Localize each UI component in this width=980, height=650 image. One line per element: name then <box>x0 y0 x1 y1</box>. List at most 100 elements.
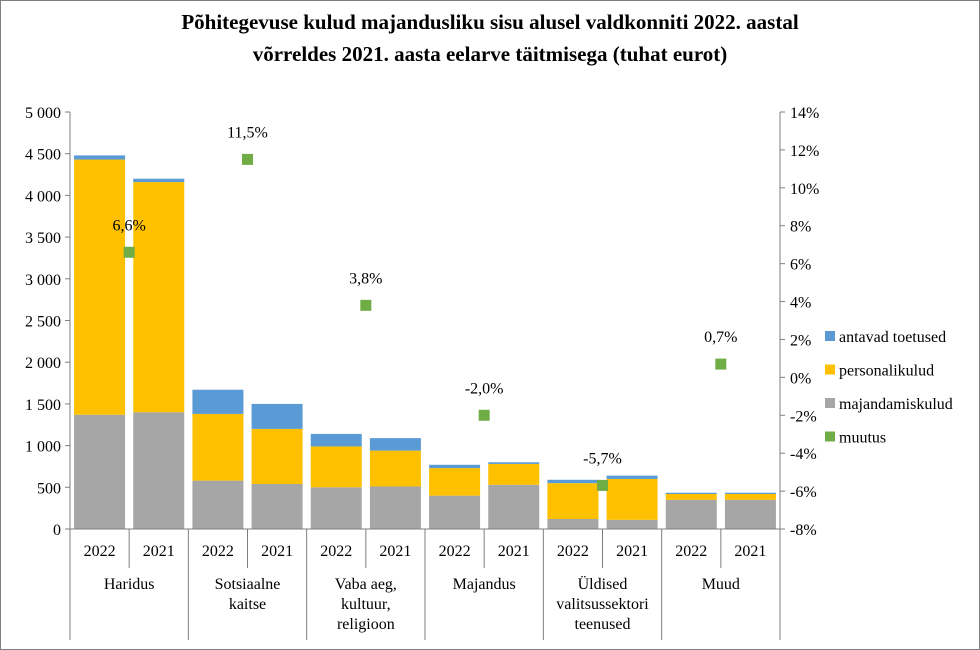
y-right-tick-label: 10% <box>790 181 819 198</box>
change-marker <box>123 246 135 258</box>
x-category-label: valitsussektori <box>556 596 649 613</box>
bar-majandamiskulud <box>369 486 421 529</box>
y-left-tick-label: 2 500 <box>25 314 61 331</box>
legend-label: personalikulud <box>839 363 934 380</box>
y-left-tick-label: 0 <box>53 522 61 539</box>
y-left-tick-label: 3 000 <box>25 272 61 289</box>
bar-majandamiskulud <box>133 412 185 529</box>
chart-title-line-2: võrreldes 2021. aasta eelarve täitmisega… <box>252 42 728 66</box>
y-left-tick-label: 3 500 <box>25 230 61 247</box>
bar-majandamiskulud <box>606 519 658 529</box>
bar-majandamiskulud <box>310 487 362 529</box>
bar-majandamiskulud <box>192 480 244 529</box>
y-right-tick-label: -8% <box>790 522 817 539</box>
y-left-tick-label: 1 000 <box>25 439 61 456</box>
x-year-label: 2022 <box>84 543 116 560</box>
bar-majandamiskulud <box>251 483 303 529</box>
change-data-label: 11,5% <box>227 124 268 141</box>
legend-swatch <box>825 331 835 341</box>
y-left-tick-label: 500 <box>37 480 61 497</box>
x-category-label: kaitse <box>229 596 266 613</box>
bar-majandamiskulud <box>488 484 540 529</box>
x-year-label: 2022 <box>202 543 234 560</box>
x-year-label: 2021 <box>498 543 530 560</box>
bar-antavad-toetused <box>192 389 244 414</box>
y-left-tick-label: 1 500 <box>25 397 61 414</box>
x-year-label: 2021 <box>616 543 648 560</box>
legend-label: antavad toetused <box>839 329 946 346</box>
x-year-label: 2021 <box>261 543 293 560</box>
x-year-label: 2022 <box>439 543 471 560</box>
x-year-label: 2022 <box>675 543 707 560</box>
bar-personalikulud <box>310 446 362 488</box>
bar-antavad-toetused <box>310 433 362 447</box>
x-category-label: religioon <box>337 616 395 633</box>
bar-personalikulud <box>665 493 717 500</box>
legend-swatch <box>825 398 835 408</box>
y-right-tick-label: 4% <box>790 295 811 312</box>
y-right-tick-label: -6% <box>790 484 817 501</box>
y-right-tick-label: -4% <box>790 446 817 463</box>
bar-antavad-toetused <box>724 492 776 494</box>
x-category-label: Vaba aeg, <box>335 576 397 593</box>
bar-antavad-toetused <box>133 178 185 183</box>
bar-personalikulud <box>251 428 303 484</box>
bar-personalikulud <box>724 493 776 500</box>
bar-antavad-toetused <box>369 438 421 451</box>
change-data-label: 0,7% <box>704 329 737 346</box>
bar-antavad-toetused <box>74 155 126 160</box>
change-data-label: 6,6% <box>113 217 146 234</box>
change-marker <box>360 299 372 311</box>
legend-swatch <box>825 431 835 442</box>
bar-personalikulud <box>606 478 658 520</box>
change-marker <box>478 409 490 421</box>
x-year-label: 2021 <box>143 543 175 560</box>
bar-personalikulud <box>547 483 599 519</box>
bar-antavad-toetused <box>665 492 717 494</box>
y-left-tick-label: 4 500 <box>25 147 61 164</box>
change-data-label: -2,0% <box>465 380 504 397</box>
x-category-label: teenused <box>575 616 631 633</box>
bar-personalikulud <box>192 413 244 481</box>
bar-majandamiskulud <box>429 495 481 529</box>
bar-personalikulud <box>429 468 481 496</box>
y-right-tick-label: 6% <box>790 257 811 274</box>
bar-antavad-toetused <box>429 464 481 469</box>
change-marker <box>242 153 253 165</box>
bar-personalikulud <box>488 463 540 485</box>
bar-antavad-toetused <box>547 479 599 484</box>
legend-label: muutus <box>839 430 886 447</box>
chart-title-line-1: Põhitegevuse kulud majandusliku sisu alu… <box>181 10 799 34</box>
y-right-tick-label: -2% <box>790 408 817 425</box>
y-left-tick-label: 4 000 <box>25 188 61 205</box>
legend-swatch <box>825 364 835 375</box>
y-right-tick-label: 2% <box>790 332 811 349</box>
bar-majandamiskulud <box>74 414 126 529</box>
change-marker <box>597 479 608 491</box>
change-data-label: 3,8% <box>349 270 382 287</box>
x-category-label: Üldised <box>578 575 628 593</box>
change-data-label: -5,7% <box>583 450 622 467</box>
change-marker <box>715 358 727 370</box>
bar-antavad-toetused <box>251 403 303 429</box>
bar-personalikulud <box>74 159 126 415</box>
y-right-tick-label: 12% <box>790 143 819 160</box>
x-category-label: Haridus <box>104 576 155 593</box>
bar-personalikulud <box>133 182 185 413</box>
x-category-label: Majandus <box>453 576 516 593</box>
legend-label: majandamiskulud <box>839 396 953 413</box>
x-category-label: kultuur, <box>341 596 391 613</box>
bar-majandamiskulud <box>665 499 717 529</box>
x-year-label: 2022 <box>320 543 352 560</box>
x-year-label: 2021 <box>734 543 766 560</box>
bar-antavad-toetused <box>606 475 658 479</box>
y-right-tick-label: 0% <box>790 370 811 387</box>
bar-majandamiskulud <box>547 518 599 529</box>
x-category-label: Sotsiaalne <box>215 576 281 593</box>
y-left-tick-label: 5 000 <box>25 105 61 122</box>
y-right-tick-label: 8% <box>790 219 811 236</box>
y-right-tick-label: 14% <box>790 105 819 122</box>
x-year-label: 2022 <box>557 543 589 560</box>
